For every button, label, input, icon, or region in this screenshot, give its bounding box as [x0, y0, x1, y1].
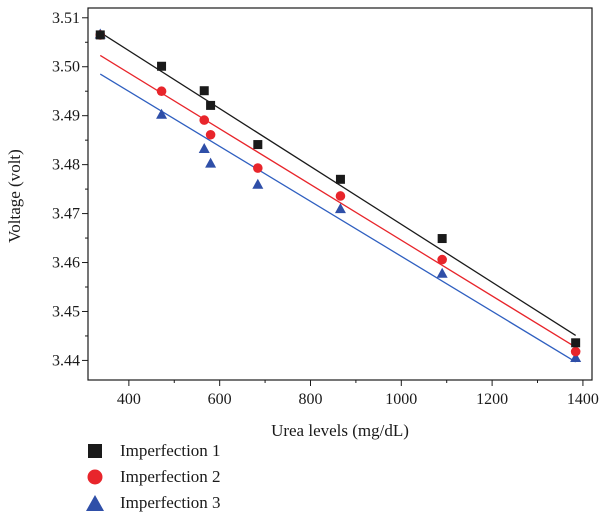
fit-line — [99, 31, 577, 337]
y-tick-label: 3.48 — [52, 157, 80, 174]
data-point-square — [157, 61, 167, 71]
x-axis-title: Urea levels (mg/dL) — [271, 421, 409, 440]
data-point-triangle — [570, 351, 582, 362]
x-tick-label: 1000 — [385, 391, 417, 408]
data-point-triangle — [205, 157, 217, 168]
data-point-triangle — [436, 267, 448, 278]
data-points — [94, 28, 582, 362]
y-axis-ticks: 3.44 3.45 3.46 3.47 3.48 3.49 3.50 3.51 — [52, 10, 88, 369]
x-tick-label: 600 — [208, 391, 232, 408]
data-point-square — [199, 86, 209, 96]
y-tick-label: 3.50 — [52, 59, 80, 76]
circle-marker-icon — [84, 466, 106, 488]
fit-line — [99, 54, 576, 348]
legend: Imperfection 1 Imperfection 2 Imperfecti… — [84, 438, 221, 516]
triangle-marker-icon — [84, 492, 106, 514]
data-point-square — [253, 140, 263, 150]
data-point-circle — [199, 115, 210, 125]
data-point-square — [571, 338, 581, 348]
data-point-circle — [156, 86, 167, 97]
x-tick-label: 1400 — [567, 391, 599, 408]
y-tick-label: 3.45 — [52, 303, 80, 320]
plot-border — [87, 7, 593, 381]
fit-lines — [99, 31, 577, 363]
data-point-square — [437, 234, 447, 244]
y-tick-label: 3.51 — [52, 10, 80, 27]
x-tick-label: 1200 — [476, 391, 508, 408]
x-axis-ticks: 400 600 800 1000 1200 1400 — [117, 380, 599, 408]
data-point-square — [95, 30, 105, 40]
data-point-circle — [253, 163, 263, 173]
x-tick-label: 400 — [117, 391, 141, 408]
x-tick-label: 800 — [298, 391, 322, 408]
legend-label: Imperfection 1 — [120, 441, 221, 460]
square-marker-icon — [84, 440, 106, 462]
data-point-triangle — [156, 108, 168, 119]
y-tick-label: 3.46 — [52, 255, 80, 272]
plot-frame — [87, 7, 593, 381]
data-point-circle — [570, 346, 581, 357]
legend-label: Imperfection 2 — [120, 467, 221, 486]
data-point-circle — [335, 191, 346, 201]
data-point-square — [335, 174, 345, 184]
data-point-circle — [437, 254, 447, 265]
y-tick-label: 3.47 — [52, 206, 80, 223]
data-point-triangle — [252, 178, 264, 189]
legend-label: Imperfection 3 — [120, 493, 221, 512]
legend-item-imperfection-2: Imperfection 2 — [84, 464, 221, 490]
data-point-triangle — [198, 142, 210, 153]
y-tick-label: 3.44 — [52, 352, 80, 369]
y-axis-title: Voltage (volt) — [5, 149, 24, 243]
y-tick-label: 3.49 — [52, 108, 80, 125]
data-point-square — [206, 100, 216, 110]
legend-item-imperfection-1: Imperfection 1 — [84, 438, 221, 464]
data-point-triangle — [334, 203, 346, 214]
fit-line — [99, 73, 576, 363]
legend-item-imperfection-3: Imperfection 3 — [84, 490, 221, 516]
data-point-circle — [205, 129, 216, 140]
